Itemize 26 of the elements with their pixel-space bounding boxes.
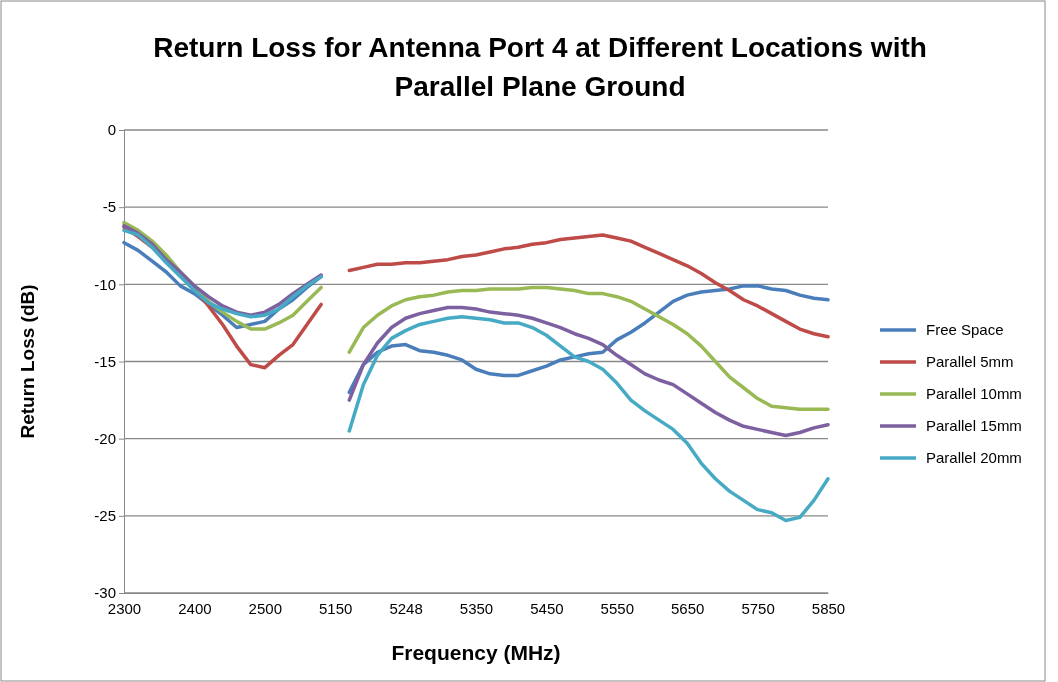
- legend-label: Parallel 15mm: [926, 417, 1022, 434]
- x-tick-label: 5450: [530, 600, 564, 617]
- x-tick-label: 5650: [671, 600, 705, 617]
- legend-label: Parallel 20mm: [926, 449, 1022, 466]
- legend-label: Parallel 5mm: [926, 353, 1014, 370]
- legend-label: Free Space: [926, 321, 1004, 338]
- x-tick-label: 2400: [178, 600, 212, 617]
- y-tick-label: -10: [94, 275, 116, 293]
- y-tick-label: -30: [94, 584, 116, 602]
- y-axis-title: Return Loss (dB): [17, 284, 38, 439]
- y-tick-label: -20: [94, 429, 116, 447]
- chart-title: Return Loss for Antenna Port 4 at Different Locations with Parallel Plane Ground: [153, 32, 927, 102]
- x-tick-label: 5850: [811, 600, 846, 617]
- x-tick-label: 2500: [248, 600, 282, 617]
- x-tick-label: 5248: [389, 600, 423, 617]
- x-tick-label: 5750: [741, 600, 775, 617]
- x-tick-label: 5150: [319, 600, 353, 617]
- y-tick-label: -15: [94, 352, 116, 370]
- y-tick-label: -25: [94, 507, 116, 525]
- x-tick-label: 5350: [459, 600, 494, 617]
- x-tick-label: 2300: [107, 600, 142, 617]
- x-tick-label: 5550: [600, 600, 634, 617]
- legend-label: Parallel 10mm: [926, 385, 1022, 402]
- x-axis-title: Frequency (MHz): [391, 641, 561, 664]
- y-tick-label: -5: [102, 198, 116, 216]
- y-tick-label: 0: [107, 121, 116, 139]
